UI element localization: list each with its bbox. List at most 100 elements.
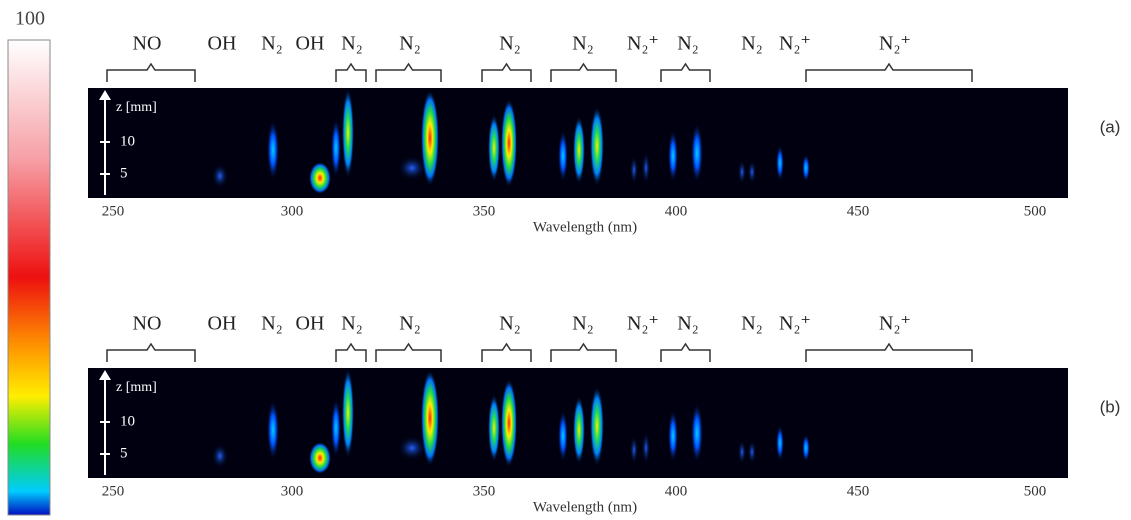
bracket: [481, 342, 532, 362]
emission-band: [309, 442, 331, 474]
bracket: [375, 62, 442, 82]
species-label: OH: [296, 33, 325, 55]
emission-band: [642, 152, 650, 184]
x-tick-label: 300: [281, 203, 304, 219]
bracket: [550, 342, 617, 362]
species-label: OH: [296, 313, 325, 335]
emission-band: [573, 396, 585, 464]
emission-band: [558, 130, 568, 182]
emission-band: [342, 88, 354, 178]
panel-label: (b): [1100, 397, 1121, 416]
emission-band: [776, 425, 784, 461]
species-label: N₂⁺: [779, 313, 811, 335]
emission-band: [668, 410, 678, 462]
panel-label: (a): [1100, 117, 1121, 136]
emission-band: [590, 106, 604, 186]
species-label: N₂⁺: [627, 33, 659, 55]
emission-band: [748, 440, 756, 464]
species-label: N₂⁺: [879, 313, 911, 335]
z-tick-label: 10: [120, 133, 135, 149]
x-tick-label: 500: [1024, 483, 1047, 499]
emission-band: [421, 90, 439, 186]
emission-band: [212, 164, 228, 188]
species-label: NO: [133, 313, 162, 335]
z-axis-title: z [mm]: [116, 380, 157, 395]
x-tick-label: 250: [102, 203, 125, 219]
z-arrow: [99, 90, 111, 100]
x-tick-label: 350: [473, 203, 496, 219]
emission-band: [802, 434, 810, 462]
bracket: [660, 342, 711, 362]
emission-band: [398, 436, 426, 460]
emission-band: [501, 99, 517, 187]
emission-band: [212, 444, 228, 468]
emission-band: [488, 114, 500, 182]
bracket: [106, 62, 196, 82]
bracket: [375, 342, 442, 362]
species-label: N₂: [261, 33, 282, 55]
species-label: N₂: [572, 33, 593, 55]
z-arrow: [99, 370, 111, 380]
species-label: N₂: [499, 313, 520, 335]
species-label: N₂: [572, 313, 593, 335]
emission-band: [691, 123, 703, 183]
emission-band: [630, 436, 638, 464]
x-axis-title: Wavelength (nm): [533, 499, 637, 515]
emission-band: [342, 368, 354, 458]
z-axis-title: z [mm]: [116, 100, 157, 115]
species-label: N₂: [677, 313, 698, 335]
emission-band: [668, 130, 678, 182]
bracket: [106, 342, 196, 362]
x-tick-label: 400: [665, 203, 688, 219]
species-label: N₂⁺: [627, 313, 659, 335]
bracket: [660, 62, 711, 82]
emission-band: [776, 145, 784, 181]
emission-band: [802, 154, 810, 182]
species-label: N₂: [399, 33, 420, 55]
species-label: OH: [208, 33, 237, 55]
emission-band: [398, 156, 426, 180]
species-label: N₂⁺: [779, 33, 811, 55]
emission-band: [309, 162, 331, 194]
species-label: NO: [133, 33, 162, 55]
species-label: N₂: [341, 33, 362, 55]
x-tick-label: 350: [473, 483, 496, 499]
species-label: N₂: [261, 313, 282, 335]
colorbar: [7, 39, 51, 516]
species-label: N₂: [399, 313, 420, 335]
bracket: [550, 62, 617, 82]
emission-band: [573, 116, 585, 184]
species-label: N₂: [499, 33, 520, 55]
x-axis-title: Wavelength (nm): [533, 219, 637, 235]
x-tick-label: 450: [847, 483, 870, 499]
emission-band: [630, 156, 638, 184]
x-tick-label: 250: [102, 483, 125, 499]
species-label: N₂⁺: [879, 33, 911, 55]
emission-band: [748, 160, 756, 184]
z-tick-label: 5: [120, 165, 128, 181]
emission-band: [331, 118, 341, 178]
species-label: N₂: [741, 33, 762, 55]
z-tick-label: 10: [120, 413, 135, 429]
emission-band: [738, 160, 746, 184]
emission-band: [331, 398, 341, 458]
emission-band: [691, 403, 703, 463]
bracket: [335, 62, 367, 82]
bracket: [481, 62, 532, 82]
species-label: N₂: [741, 313, 762, 335]
bracket: [805, 342, 973, 362]
emission-band: [558, 410, 568, 462]
species-label: N₂: [677, 33, 698, 55]
emission-band: [738, 440, 746, 464]
bracket: [335, 342, 367, 362]
species-label: N₂: [341, 313, 362, 335]
species-label: OH: [208, 313, 237, 335]
emission-band: [421, 370, 439, 466]
x-tick-label: 500: [1024, 203, 1047, 219]
emission-band: [501, 379, 517, 467]
emission-band: [642, 432, 650, 464]
colorbar-label: 100: [15, 8, 45, 30]
bracket: [805, 62, 973, 82]
emission-band: [488, 394, 500, 462]
